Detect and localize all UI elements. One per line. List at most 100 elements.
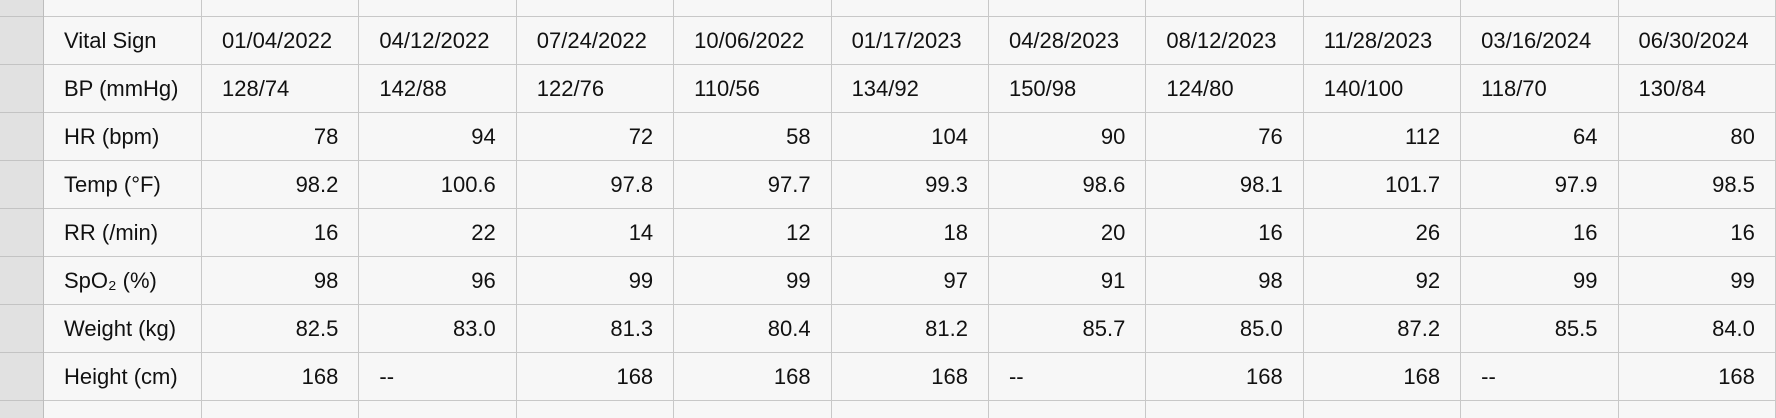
cell[interactable]: [674, 401, 832, 418]
value-cell[interactable]: 22: [359, 209, 517, 256]
value-cell[interactable]: 96: [359, 257, 517, 304]
value-cell[interactable]: 85.7: [989, 305, 1147, 352]
header-cell-date[interactable]: 04/12/2022: [359, 17, 517, 64]
value-cell[interactable]: 64: [1461, 113, 1619, 160]
value-cell[interactable]: 98.2: [202, 161, 360, 208]
cell[interactable]: [202, 0, 360, 16]
value-cell[interactable]: 99: [1461, 257, 1619, 304]
value-cell[interactable]: 168: [202, 353, 360, 400]
row-header[interactable]: [0, 353, 43, 401]
value-cell[interactable]: 168: [1619, 353, 1776, 400]
cell[interactable]: [1619, 401, 1776, 418]
value-cell[interactable]: 83.0: [359, 305, 517, 352]
cell[interactable]: [1619, 0, 1776, 16]
header-cell-date[interactable]: 03/16/2024: [1461, 17, 1619, 64]
value-cell[interactable]: 112: [1304, 113, 1462, 160]
value-cell[interactable]: 98: [1146, 257, 1304, 304]
cell[interactable]: [202, 401, 360, 418]
row-label-cell[interactable]: Temp (°F): [44, 161, 202, 208]
value-cell[interactable]: 97.9: [1461, 161, 1619, 208]
header-cell-date[interactable]: 11/28/2023: [1304, 17, 1462, 64]
value-cell[interactable]: 168: [517, 353, 675, 400]
cell[interactable]: [1304, 401, 1462, 418]
value-cell[interactable]: 98.5: [1619, 161, 1776, 208]
row-label-cell[interactable]: RR (/min): [44, 209, 202, 256]
value-cell[interactable]: 104: [832, 113, 989, 160]
value-cell[interactable]: 99: [1619, 257, 1776, 304]
cell[interactable]: [1146, 401, 1304, 418]
value-cell[interactable]: 97.8: [517, 161, 675, 208]
value-cell[interactable]: 101.7: [1304, 161, 1462, 208]
value-cell[interactable]: 16: [1619, 209, 1776, 256]
cell[interactable]: [359, 401, 517, 418]
cell[interactable]: [1461, 401, 1619, 418]
value-cell[interactable]: --: [359, 353, 517, 400]
row-header[interactable]: [0, 0, 43, 17]
row-header[interactable]: [0, 17, 43, 65]
value-cell[interactable]: 16: [1461, 209, 1619, 256]
value-cell[interactable]: 118/70: [1461, 65, 1619, 112]
row-header[interactable]: [0, 113, 43, 161]
value-cell[interactable]: --: [1461, 353, 1619, 400]
value-cell[interactable]: 92: [1304, 257, 1462, 304]
cell[interactable]: [1304, 0, 1462, 16]
value-cell[interactable]: 80.4: [674, 305, 832, 352]
value-cell[interactable]: 16: [1146, 209, 1304, 256]
value-cell[interactable]: 85.0: [1146, 305, 1304, 352]
row-label-cell[interactable]: BP (mmHg): [44, 65, 202, 112]
cell[interactable]: [832, 0, 989, 16]
value-cell[interactable]: 18: [832, 209, 989, 256]
value-cell[interactable]: 14: [517, 209, 675, 256]
value-cell[interactable]: 20: [989, 209, 1147, 256]
header-cell-date[interactable]: 04/28/2023: [989, 17, 1147, 64]
value-cell[interactable]: 81.2: [832, 305, 989, 352]
cell[interactable]: [674, 0, 832, 16]
value-cell[interactable]: 85.5: [1461, 305, 1619, 352]
value-cell[interactable]: 26: [1304, 209, 1462, 256]
cell[interactable]: [989, 0, 1147, 16]
row-header[interactable]: [0, 209, 43, 257]
row-label-cell[interactable]: HR (bpm): [44, 113, 202, 160]
value-cell[interactable]: 97.7: [674, 161, 832, 208]
row-label-cell[interactable]: Weight (kg): [44, 305, 202, 352]
value-cell[interactable]: 134/92: [832, 65, 989, 112]
value-cell[interactable]: 91: [989, 257, 1147, 304]
value-cell[interactable]: 78: [202, 113, 360, 160]
value-cell[interactable]: 99.3: [832, 161, 989, 208]
cell[interactable]: [1461, 0, 1619, 16]
value-cell[interactable]: 94: [359, 113, 517, 160]
cell[interactable]: [832, 401, 989, 418]
row-header[interactable]: [0, 305, 43, 353]
value-cell[interactable]: 76: [1146, 113, 1304, 160]
value-cell[interactable]: 87.2: [1304, 305, 1462, 352]
cell[interactable]: [44, 401, 202, 418]
value-cell[interactable]: 99: [674, 257, 832, 304]
value-cell[interactable]: 12: [674, 209, 832, 256]
header-cell-date[interactable]: 10/06/2022: [674, 17, 832, 64]
value-cell[interactable]: 168: [1304, 353, 1462, 400]
header-cell-date[interactable]: 08/12/2023: [1146, 17, 1304, 64]
cell[interactable]: [359, 0, 517, 16]
value-cell[interactable]: 90: [989, 113, 1147, 160]
row-header[interactable]: [0, 161, 43, 209]
value-cell[interactable]: 168: [1146, 353, 1304, 400]
value-cell[interactable]: 99: [517, 257, 675, 304]
value-cell[interactable]: 122/76: [517, 65, 675, 112]
header-cell-date[interactable]: 06/30/2024: [1619, 17, 1776, 64]
header-cell-vital-sign[interactable]: Vital Sign: [44, 17, 202, 64]
value-cell[interactable]: 98.6: [989, 161, 1147, 208]
value-cell[interactable]: 128/74: [202, 65, 360, 112]
value-cell[interactable]: 82.5: [202, 305, 360, 352]
value-cell[interactable]: 84.0: [1619, 305, 1776, 352]
row-header[interactable]: [0, 65, 43, 113]
value-cell[interactable]: 140/100: [1304, 65, 1462, 112]
cell[interactable]: [44, 0, 202, 16]
value-cell[interactable]: 81.3: [517, 305, 675, 352]
value-cell[interactable]: 98.1: [1146, 161, 1304, 208]
row-label-cell[interactable]: SpO₂ (%): [44, 257, 202, 304]
cell[interactable]: [517, 0, 675, 16]
value-cell[interactable]: 124/80: [1146, 65, 1304, 112]
value-cell[interactable]: 150/98: [989, 65, 1147, 112]
cell[interactable]: [1146, 0, 1304, 16]
value-cell[interactable]: 80: [1619, 113, 1776, 160]
